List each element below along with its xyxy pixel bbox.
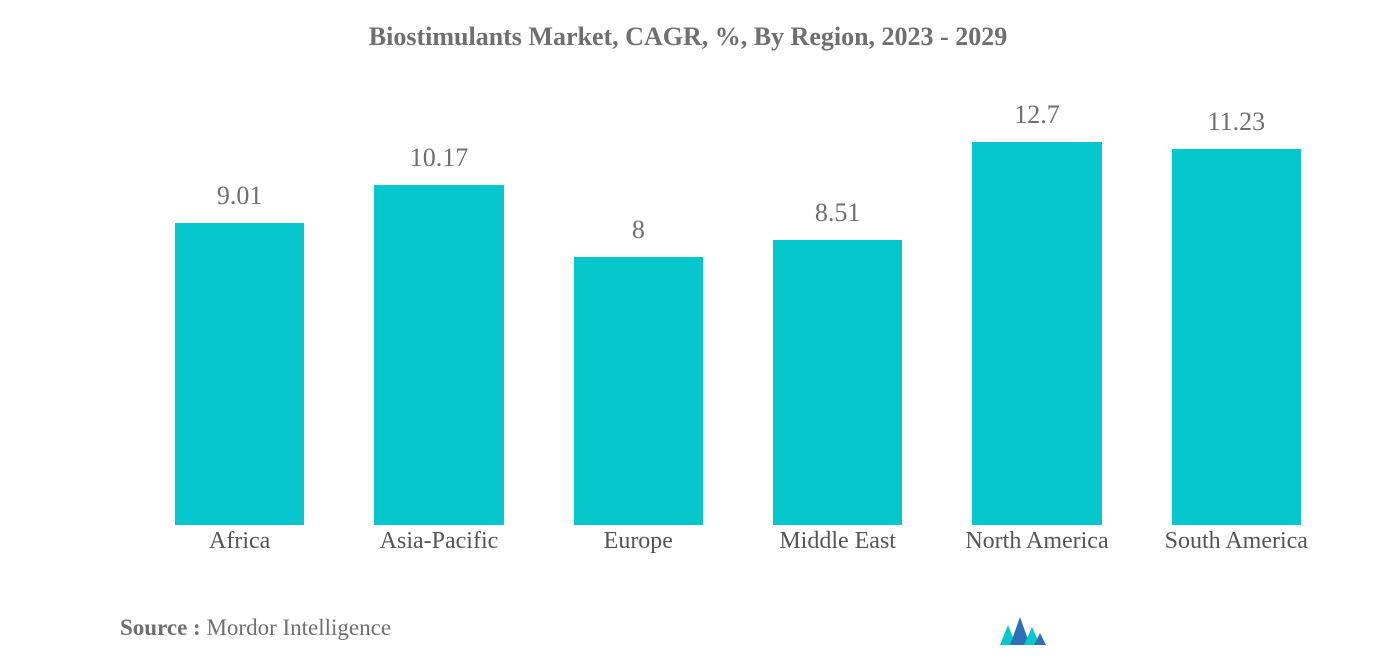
x-axis-label: Asia-Pacific — [339, 528, 538, 555]
bar-rect — [773, 240, 903, 525]
bar-value-label: 8.51 — [815, 198, 861, 228]
chart-title: Biostimulants Market, CAGR, %, By Region… — [0, 22, 1376, 52]
x-axis-label: South America — [1137, 528, 1336, 555]
source-value: Mordor Intelligence — [206, 615, 391, 640]
bar-slot: 10.17 — [339, 100, 538, 525]
x-axis-label: Africa — [140, 528, 339, 555]
chart-container: Biostimulants Market, CAGR, %, By Region… — [0, 0, 1376, 665]
x-axis-label: North America — [937, 528, 1136, 555]
bars-group: 9.01 10.17 8 8.51 12.7 11.23 — [140, 100, 1336, 525]
bar-rect — [972, 142, 1102, 525]
brand-logo-icon — [1000, 615, 1048, 650]
x-axis-labels: AfricaAsia-PacificEuropeMiddle EastNorth… — [140, 528, 1336, 555]
x-axis-label: Middle East — [738, 528, 937, 555]
plot-area: 9.01 10.17 8 8.51 12.7 11.23 — [140, 100, 1336, 525]
bar-rect — [574, 257, 704, 525]
bar-value-label: 11.23 — [1208, 107, 1266, 137]
bar-value-label: 10.17 — [410, 143, 469, 173]
bar-slot: 9.01 — [140, 100, 339, 525]
bar-rect — [374, 185, 504, 525]
bar-slot: 12.7 — [937, 100, 1136, 525]
x-axis-label: Europe — [539, 528, 738, 555]
bar-slot: 8 — [539, 100, 738, 525]
source-line: Source : Mordor Intelligence — [120, 615, 391, 641]
bar-value-label: 9.01 — [217, 181, 263, 211]
bar-rect — [175, 223, 305, 525]
bar-rect — [1172, 149, 1302, 525]
source-label: Source : — [120, 615, 201, 640]
bar-value-label: 12.7 — [1014, 100, 1060, 130]
bar-slot: 8.51 — [738, 100, 937, 525]
bar-slot: 11.23 — [1137, 100, 1336, 525]
bar-value-label: 8 — [632, 215, 645, 245]
